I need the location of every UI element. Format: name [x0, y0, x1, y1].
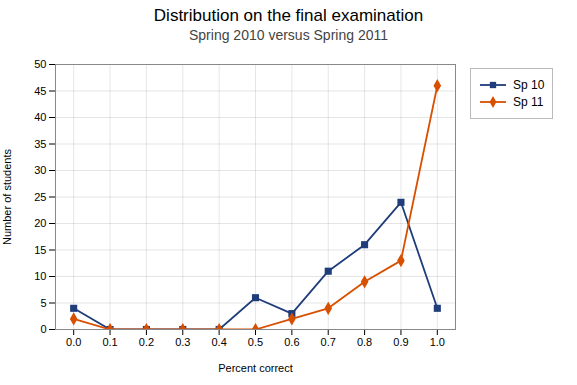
- svg-text:0.0: 0.0: [66, 336, 81, 348]
- html-text:Sp 11: Sp 11: [513, 95, 544, 109]
- svg-text:15: 15: [34, 244, 46, 256]
- svg-text:Number of students: Number of students: [1, 149, 13, 245]
- svg-text:0.6: 0.6: [284, 336, 299, 348]
- svg-text:1.0: 1.0: [430, 336, 445, 348]
- svg-text:20: 20: [34, 217, 46, 229]
- svg-text:25: 25: [34, 191, 46, 203]
- svg-text:0: 0: [40, 323, 46, 335]
- svg-text:0.8: 0.8: [357, 336, 372, 348]
- svg-text:40: 40: [34, 111, 46, 123]
- svg-text:0.9: 0.9: [393, 336, 408, 348]
- html-text:Distribution on the final exam: Distribution on the final examination: [153, 6, 424, 25]
- svg-text:35: 35: [34, 138, 46, 150]
- svg-text:45: 45: [34, 85, 46, 97]
- svg-text:0.2: 0.2: [139, 336, 154, 348]
- svg-text:0.7: 0.7: [321, 336, 336, 348]
- svg-text:10: 10: [34, 270, 46, 282]
- svg-text:Percent correct: Percent correct: [218, 362, 293, 374]
- svg-text:0.4: 0.4: [211, 336, 226, 348]
- svg-text:30: 30: [34, 164, 46, 176]
- svg-text:0.1: 0.1: [102, 336, 117, 348]
- svg-text:50: 50: [34, 58, 46, 70]
- svg-text:5: 5: [40, 297, 46, 309]
- html-text:Spring 2010 versus Spring 2011: Spring 2010 versus Spring 2011: [189, 27, 388, 43]
- svg-text:0.5: 0.5: [248, 336, 263, 348]
- svg-text:0.3: 0.3: [175, 336, 190, 348]
- html-text:Sp 10: Sp 10: [513, 78, 545, 92]
